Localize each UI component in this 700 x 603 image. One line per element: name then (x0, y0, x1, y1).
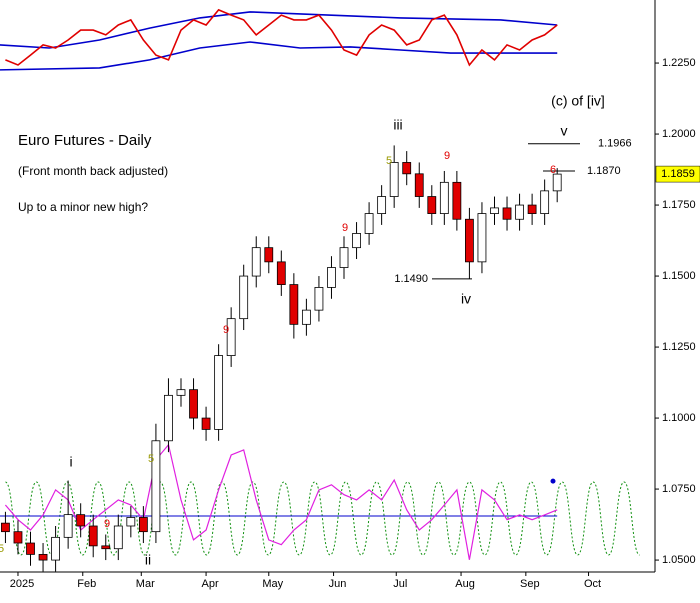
candle-body (402, 162, 412, 175)
candle-body (251, 247, 261, 277)
candle-body (214, 355, 224, 430)
y-tick-label: 1.1000 (662, 412, 696, 424)
wave-label: 9 (342, 222, 348, 234)
wave-label: iii (393, 117, 402, 133)
candle-body (13, 531, 23, 544)
candle-body (452, 181, 462, 220)
candle-body (164, 394, 173, 442)
band-line (0, 11, 558, 49)
x-tick-label: Feb (77, 578, 96, 590)
candle-body (264, 247, 274, 263)
cycle-dot (550, 478, 556, 484)
candle-body (176, 389, 186, 396)
candle-body (201, 417, 211, 430)
cycle-line (4, 481, 641, 556)
wave-label: (c) of [iv] (551, 93, 605, 109)
candle-body (101, 545, 111, 550)
y-tick-label: 1.0500 (662, 554, 696, 566)
x-tick-label: Apr (202, 578, 219, 590)
candle-body (289, 284, 299, 325)
x-tick-label: Sep (520, 578, 540, 590)
wave-label: 9 (444, 150, 450, 162)
candle-body (26, 542, 35, 555)
candle-body (314, 287, 324, 311)
y-tick-label: 1.1750 (662, 199, 696, 211)
y-tick-label: 1.2000 (662, 128, 696, 140)
x-tick-label: May (262, 578, 283, 590)
candle-body (51, 536, 60, 561)
candle-body (276, 261, 286, 285)
candle-body (63, 514, 73, 538)
candle-body (138, 517, 148, 533)
candle-body (88, 525, 98, 547)
candle-body (38, 553, 48, 561)
candle-body (189, 389, 198, 419)
candle-body (76, 514, 86, 527)
chart-title: Euro Futures - Daily (18, 132, 152, 149)
candle-body (377, 196, 387, 214)
chart-subtitle: (Front month back adjusted) (18, 164, 168, 178)
wave-label: 9 (104, 518, 110, 530)
y-tick-label: 1.1500 (662, 270, 696, 282)
wave-label: i (69, 454, 72, 470)
candle-body (126, 517, 136, 527)
candle-body (352, 233, 361, 249)
candle-body (414, 173, 424, 197)
candle-body (490, 207, 499, 214)
level-label: 1.1490 (394, 273, 428, 285)
wave-label: 5 (386, 155, 392, 167)
band-line (0, 41, 558, 71)
level-label: 1.1870 (587, 165, 621, 177)
candle-body (527, 204, 537, 214)
candle-body (339, 247, 349, 268)
y-tick-label: 1.0750 (662, 483, 696, 495)
candle-body (515, 204, 524, 220)
y-tick-label: 1.2250 (662, 57, 696, 69)
candle-body (540, 190, 550, 214)
wave-label: iv (461, 291, 471, 307)
candle-body (465, 218, 474, 263)
last-price-tag (655, 165, 700, 183)
momentum-line (4, 443, 558, 560)
x-tick-label: Jun (329, 578, 347, 590)
candle-body (552, 173, 562, 192)
last-price-label: 1.1859 (661, 168, 695, 180)
x-tick-label: Aug (455, 578, 475, 590)
candle-body (239, 275, 249, 320)
candle-body (502, 207, 512, 220)
x-tick-label: Oct (584, 578, 601, 590)
x-tick-label: Jul (393, 578, 407, 590)
candle-body (364, 213, 374, 234)
candle-body (151, 440, 161, 533)
candle-body (301, 309, 311, 325)
candle-body (439, 181, 449, 214)
wave-label: 9 (223, 324, 229, 336)
chart-note: Up to a minor new high? (18, 200, 148, 214)
candle-body (389, 162, 399, 197)
candle-body (226, 318, 236, 356)
oscillator-line (5, 8, 558, 67)
x-tick-label: Mar (136, 578, 155, 590)
x-tick-label: 2025 (10, 578, 34, 590)
candle-body (477, 213, 487, 263)
candle-body (113, 525, 123, 550)
wave-label: 6 (550, 164, 556, 176)
candle-body (427, 196, 437, 214)
candle-body (1, 522, 10, 533)
wave-label: v (561, 123, 568, 139)
candle-body (327, 267, 336, 288)
wave-label: ii (145, 552, 151, 568)
level-label: 1.1966 (598, 138, 632, 150)
wave-label: 5 (148, 453, 154, 465)
y-tick-label: 1.1250 (662, 341, 696, 353)
wave-label: 5 (0, 543, 4, 555)
